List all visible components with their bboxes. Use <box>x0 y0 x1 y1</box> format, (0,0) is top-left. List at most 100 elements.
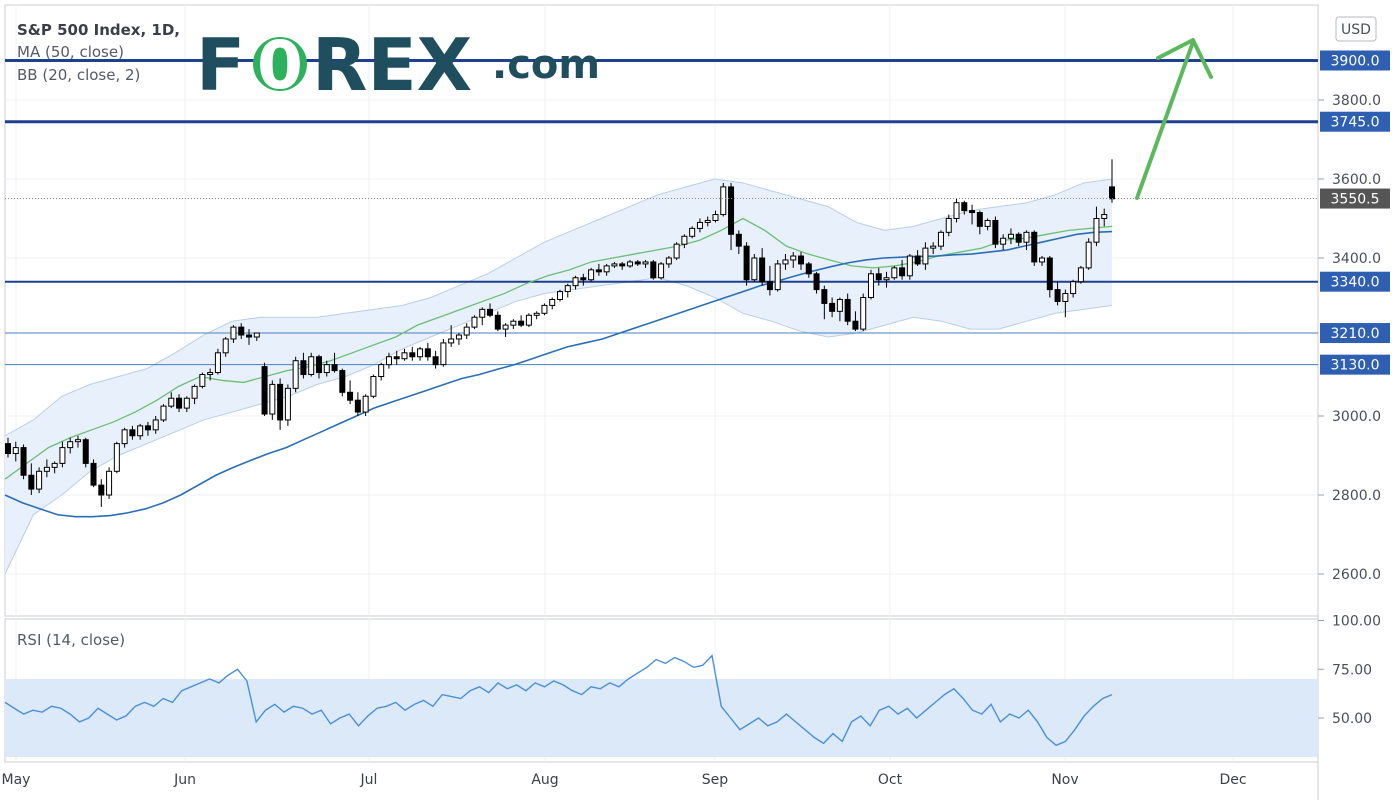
level-tag-3130.0: 3130.0 <box>1331 358 1380 374</box>
rsi-series <box>4 654 1318 757</box>
level-tag-bg-3745.0 <box>1320 111 1390 132</box>
level-tag-bg-3340.0 <box>1320 271 1390 292</box>
candle-body-45 <box>354 399 361 413</box>
rsi-band <box>5 679 1318 757</box>
candle-body-32 <box>253 332 260 338</box>
candle-body-69 <box>541 304 548 314</box>
candle-body-24 <box>191 385 198 399</box>
chart-title: S&P 500 Index, 1D, <box>17 21 180 39</box>
candle-body-76 <box>595 269 602 273</box>
candle-body-134 <box>1046 257 1053 291</box>
candle-body-112 <box>875 273 882 281</box>
candle-body-16 <box>129 429 136 437</box>
candle-body-90 <box>704 219 711 223</box>
candle-body-39 <box>308 356 315 376</box>
currency-button[interactable]: USD <box>1335 16 1377 42</box>
level-tag-bg-3130.0 <box>1320 354 1390 375</box>
candle-body-135 <box>1054 289 1061 302</box>
candle-body-37 <box>292 360 299 389</box>
month-label-Sep: Sep <box>702 772 729 788</box>
candle-body-84 <box>658 263 665 279</box>
candle-body-19 <box>152 419 159 431</box>
bb-upper-line <box>4 178 1113 437</box>
candle-body-113 <box>883 277 890 281</box>
candle-body-51 <box>401 352 408 360</box>
candle-body-8 <box>67 441 74 449</box>
candle-body-35 <box>277 383 284 421</box>
candle-body-25 <box>199 374 206 387</box>
candle-body-46 <box>362 395 369 413</box>
candle-body-15 <box>121 429 128 445</box>
candle-body-131 <box>1023 231 1030 243</box>
candle-body-78 <box>611 263 618 267</box>
axis-labels: 2600.0 2800.0 3000.0 3400.0 3600.0 3800.0 May J… <box>2 93 1381 788</box>
candle-body-21 <box>168 397 175 407</box>
logo-letter-o: 0 <box>257 27 303 104</box>
candle-body-34 <box>269 383 276 415</box>
candle-body-132 <box>1031 231 1038 263</box>
candle-body-89 <box>696 221 703 229</box>
main-panel-frame <box>4 4 1319 617</box>
candle-body-61 <box>479 308 486 318</box>
candle-body-54 <box>424 348 431 358</box>
logo-letter-f: F <box>196 23 245 107</box>
candle-body-82 <box>642 261 649 265</box>
candle-body-11 <box>90 462 97 486</box>
candle-body-4 <box>36 470 43 490</box>
candle-body-100 <box>782 259 789 265</box>
candle-body-28 <box>222 338 229 354</box>
candle-body-108 <box>844 298 851 322</box>
bb-legend: BB (20, close, 2) <box>17 66 140 84</box>
candle-body-101 <box>790 255 797 261</box>
candle-body-114 <box>891 267 898 279</box>
candle-body-26 <box>207 372 214 376</box>
candle-body-55 <box>432 356 439 366</box>
logo-circle <box>253 37 307 91</box>
candle-body-9 <box>74 439 81 443</box>
candle-body-140 <box>1093 218 1100 243</box>
candle-body-123 <box>961 202 968 212</box>
rsi-axis-label-100.00: 100.00 <box>1332 614 1381 630</box>
candle-body-20 <box>160 405 167 421</box>
rsi-axis-label-50.00: 50.00 <box>1332 711 1372 727</box>
candle-body-0 <box>5 443 11 455</box>
candle-body-117 <box>914 255 921 265</box>
candle-body-5 <box>43 466 50 472</box>
candle-body-72 <box>564 285 571 293</box>
candle-body-80 <box>626 261 633 267</box>
candle-body-128 <box>1000 237 1007 245</box>
candle-body-142 <box>1109 186 1115 200</box>
level-tag-3745.0: 3745.0 <box>1331 115 1380 131</box>
candle-body-115 <box>899 267 906 277</box>
month-label-Aug: Aug <box>531 772 558 788</box>
month-label-Jun: Jun <box>173 772 196 788</box>
candle-body-94 <box>735 233 742 247</box>
candle-body-59 <box>463 326 470 336</box>
candle-body-47 <box>370 376 377 397</box>
candle-body-138 <box>1077 267 1084 283</box>
candle-body-7 <box>59 447 66 464</box>
candle-body-99 <box>774 263 781 291</box>
ma-legend: MA (50, close) <box>17 43 124 61</box>
candle-body-118 <box>922 247 929 265</box>
candle-body-29 <box>230 326 237 340</box>
candle-body-10 <box>82 439 89 464</box>
price-axis-label-3600.0: 3600.0 <box>1332 172 1381 188</box>
candle-body-105 <box>821 289 828 304</box>
rsi-legend: RSI (14, close) <box>17 631 125 649</box>
candle-body-75 <box>588 269 595 281</box>
candle-body-85 <box>665 257 672 265</box>
candle-body-116 <box>906 255 913 277</box>
level-tag-bg-3900.0 <box>1320 50 1390 71</box>
candle-body-31 <box>246 334 253 338</box>
candle-body-126 <box>984 219 991 227</box>
month-label-Oct: Oct <box>878 772 903 788</box>
candle-body-53 <box>417 348 424 358</box>
level-tag-3900.0: 3900.0 <box>1331 54 1380 70</box>
last-price-tag-bg <box>1320 188 1390 209</box>
price-axis-label-2600.0: 2600.0 <box>1332 567 1381 583</box>
price-tags: 3900.0 3745.0 3340.0 3210.0 3130.0 3550.5 <box>1320 50 1390 375</box>
horizontal-levels <box>5 59 1318 366</box>
candle-body-92 <box>720 186 727 216</box>
